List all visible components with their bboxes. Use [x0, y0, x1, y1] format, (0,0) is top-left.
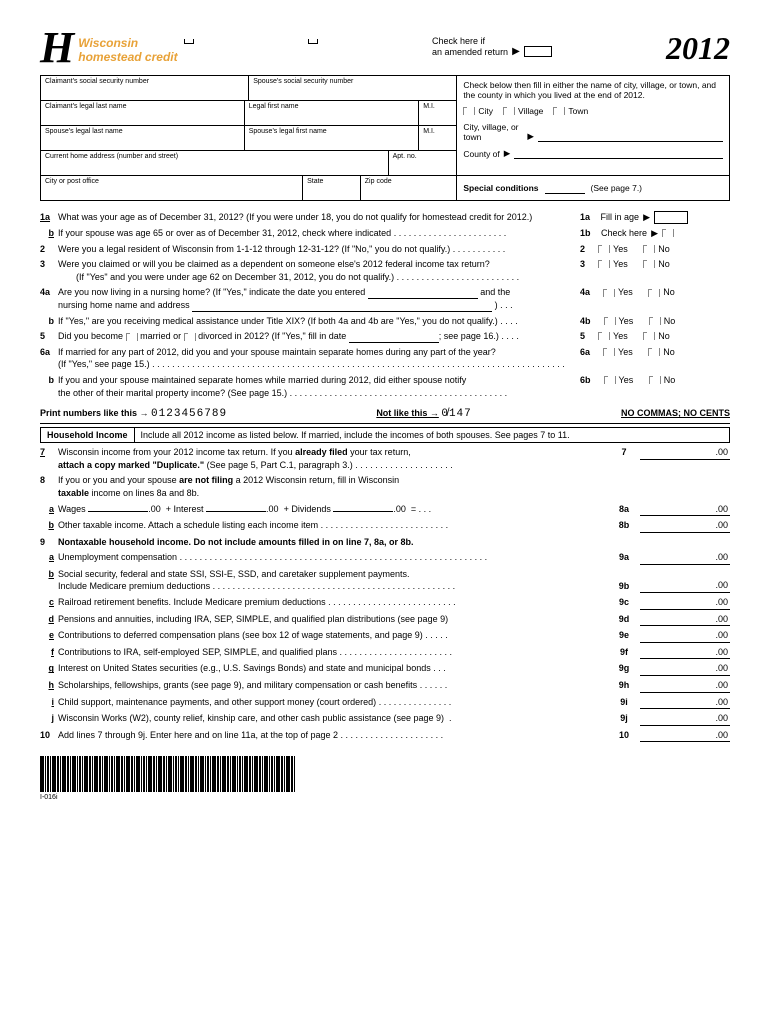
- q6b-no[interactable]: [649, 376, 661, 384]
- spouse-first-field[interactable]: Spouse's legal first name: [245, 126, 419, 150]
- wages-input[interactable]: [88, 511, 148, 512]
- spouse-65-checkbox[interactable]: [662, 229, 674, 237]
- form-title: Wisconsin homestead credit: [78, 36, 177, 65]
- claimant-last-field[interactable]: Claimant's legal last name: [41, 101, 245, 125]
- q5-yes[interactable]: [598, 332, 610, 340]
- line8a-amount[interactable]: .00: [640, 503, 730, 517]
- q3-no[interactable]: [643, 260, 655, 268]
- line10-amount[interactable]: .00: [640, 729, 730, 743]
- q6b-yes[interactable]: [604, 376, 616, 384]
- spouse-ssn-field[interactable]: Spouse's social security number: [249, 76, 456, 100]
- line9d-amount[interactable]: .00: [640, 613, 730, 627]
- barcode: [40, 756, 730, 792]
- arrow-right-icon: ▶: [512, 46, 520, 57]
- city-village-input[interactable]: [538, 131, 723, 142]
- interest-input[interactable]: [206, 511, 266, 512]
- registration-mark: [184, 34, 194, 44]
- q4b-no[interactable]: [649, 317, 661, 325]
- marriage-date-input[interactable]: [349, 332, 439, 343]
- form-id: I-016i: [40, 794, 730, 801]
- zip-field[interactable]: Zip code: [361, 176, 457, 200]
- line7-amount[interactable]: .00: [640, 446, 730, 460]
- line9b-amount[interactable]: .00: [640, 579, 730, 593]
- dividends-input[interactable]: [333, 511, 393, 512]
- line8b-amount[interactable]: .00: [640, 519, 730, 533]
- q2-yes[interactable]: [598, 245, 610, 253]
- special-conditions-input[interactable]: [545, 183, 585, 194]
- location-section: Check below then fill in either the name…: [456, 76, 729, 175]
- city-checkbox[interactable]: [463, 107, 475, 115]
- amended-check: Check here if an amended return ▶: [432, 36, 552, 57]
- identity-grid: Claimant's social security number Spouse…: [40, 75, 730, 176]
- q6a-no[interactable]: [648, 348, 660, 356]
- questions-section: 1a What was your age as of December 31, …: [40, 211, 730, 399]
- arrow-right-icon: ▶: [504, 148, 511, 159]
- divorced-checkbox[interactable]: [184, 333, 196, 341]
- line9e-amount[interactable]: .00: [640, 629, 730, 643]
- state-field[interactable]: State: [303, 176, 361, 200]
- line9f-amount[interactable]: .00: [640, 646, 730, 660]
- line9c-amount[interactable]: .00: [640, 596, 730, 610]
- age-input[interactable]: [654, 211, 688, 224]
- q3-yes[interactable]: [598, 260, 610, 268]
- city-post-field[interactable]: City or post office: [41, 176, 303, 200]
- bottom-identity-row: City or post office State Zip code Speci…: [40, 176, 730, 201]
- registration-mark: [308, 34, 318, 44]
- nursing-home-input[interactable]: [192, 301, 492, 312]
- household-income-header: Household Income Include all 2012 income…: [40, 427, 730, 443]
- tax-form-page: H Wisconsin homestead credit Check here …: [0, 0, 770, 831]
- county-input[interactable]: [514, 148, 723, 159]
- claimant-ssn-field[interactable]: Claimant's social security number: [41, 76, 249, 100]
- line9g-amount[interactable]: .00: [640, 662, 730, 676]
- line9h-amount[interactable]: .00: [640, 679, 730, 693]
- tax-year: 2012: [666, 30, 730, 67]
- spouse-last-field[interactable]: Spouse's legal last name: [41, 126, 245, 150]
- q4a-no[interactable]: [648, 289, 660, 297]
- apt-field[interactable]: Apt. no.: [389, 151, 457, 175]
- q4a-yes[interactable]: [603, 289, 615, 297]
- amended-checkbox[interactable]: [524, 46, 552, 57]
- q4b-yes[interactable]: [604, 317, 616, 325]
- line9a-amount[interactable]: .00: [640, 551, 730, 565]
- spouse-mi-field[interactable]: M.I.: [419, 126, 456, 150]
- q5-no[interactable]: [643, 332, 655, 340]
- line9j-amount[interactable]: .00: [640, 712, 730, 726]
- address-field[interactable]: Current home address (number and street): [41, 151, 389, 175]
- town-checkbox[interactable]: [553, 107, 565, 115]
- q2-no[interactable]: [643, 245, 655, 253]
- arrow-right-icon: ▶: [643, 211, 650, 224]
- form-header: H Wisconsin homestead credit Check here …: [40, 30, 730, 67]
- q6a-yes[interactable]: [603, 348, 615, 356]
- married-checkbox[interactable]: [126, 333, 138, 341]
- arrow-right-icon: ▶: [527, 131, 534, 142]
- mi-field[interactable]: M.I.: [419, 101, 456, 125]
- print-instruction-bar: Print numbers like this → 0123456789 Not…: [40, 405, 730, 424]
- village-checkbox[interactable]: [503, 107, 515, 115]
- legal-first-field[interactable]: Legal first name: [245, 101, 419, 125]
- line9i-amount[interactable]: .00: [640, 696, 730, 710]
- form-letter: H: [40, 30, 74, 65]
- nursing-date-input[interactable]: [368, 288, 478, 299]
- arrow-right-icon: ▶: [651, 227, 658, 240]
